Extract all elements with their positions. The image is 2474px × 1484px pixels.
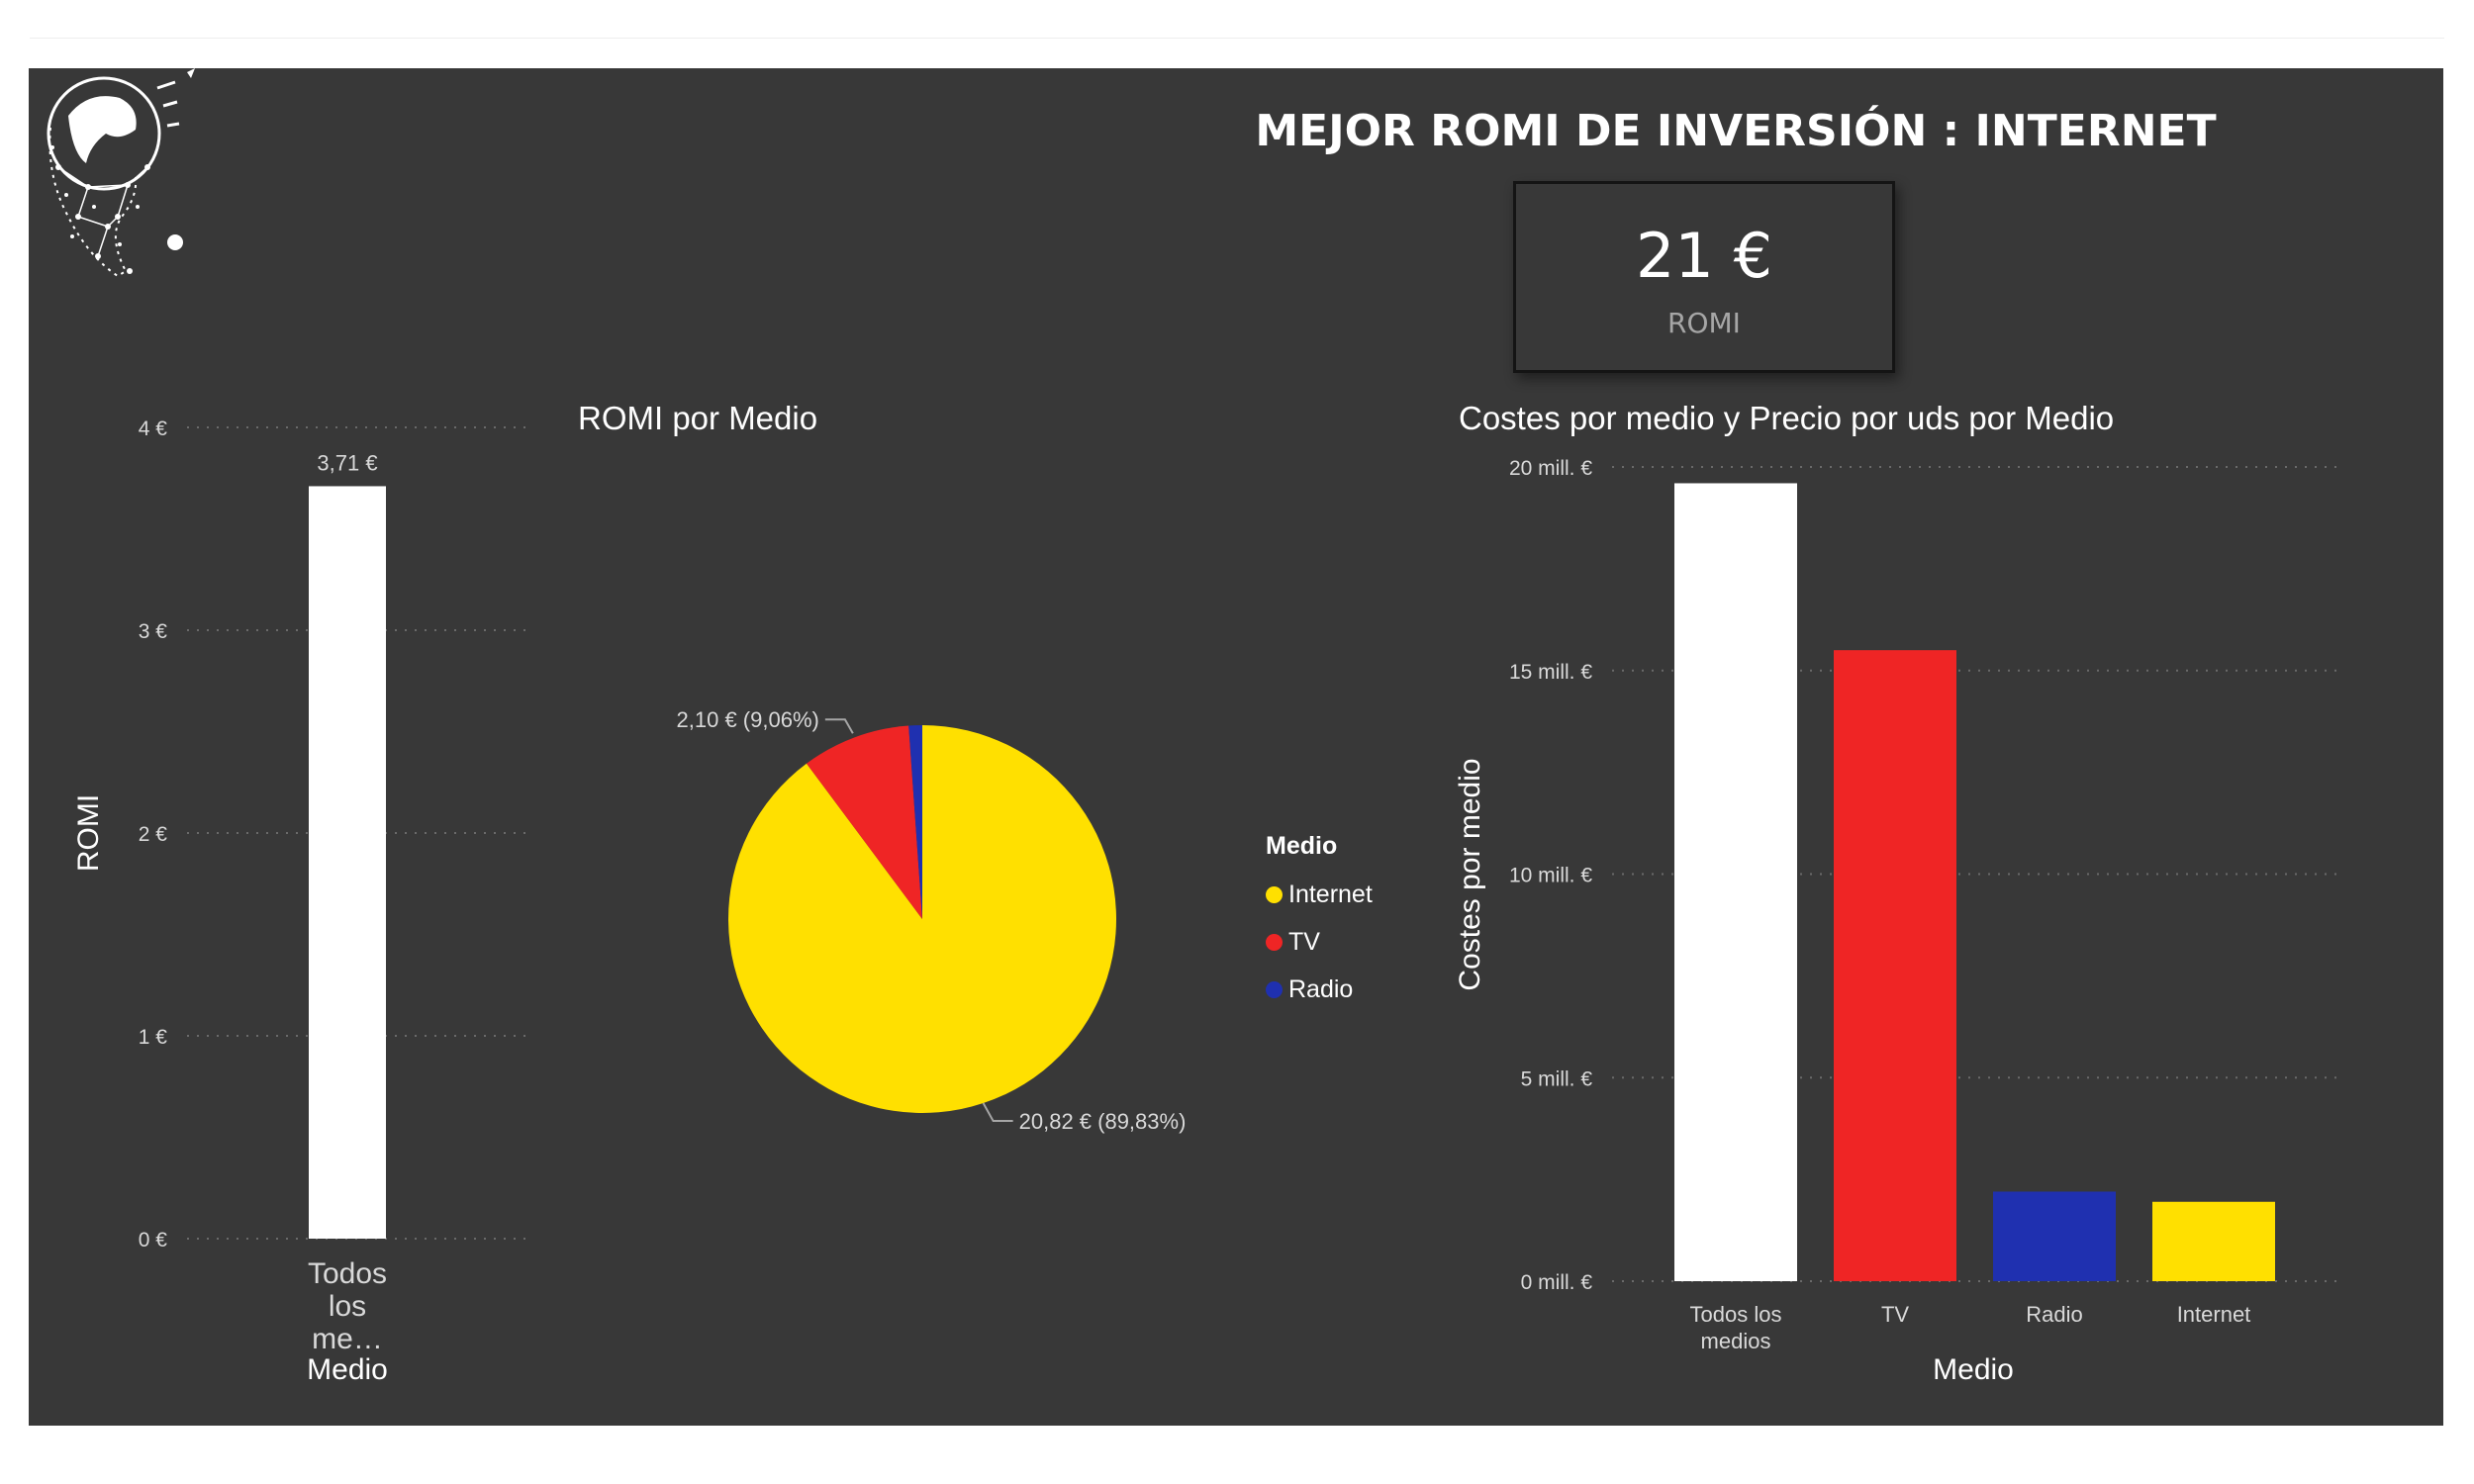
cost-bar [2152,1201,2275,1281]
cost-x-tick-label: Radio [2026,1302,2082,1327]
legend-title: Medio [1266,832,1338,860]
roi-y-tick-label: 1 € [139,1026,168,1049]
legend-dot-internet [1266,885,1283,903]
cost-y-axis-title: Costes por medio [1454,758,1486,990]
page-title: MEJOR ROMI DE INVERSIÓN : INTERNET [1255,106,2217,156]
bar-chart-title: Costes por medio y Precio por uds por Me… [1459,400,2115,436]
cost-y-tick-label: 0 mill. € [1521,1271,1593,1294]
pie-chart-title: ROMI por Medio [578,400,818,436]
legend-dot-radio [1266,980,1283,998]
roi-y-tick-label: 3 € [139,620,168,643]
roi-x-axis-title: Medio [307,1353,388,1386]
pie-legend: Medio Internet TV Radio [1266,832,1373,1013]
top-divider [30,38,2444,39]
legend-dot-tv [1266,933,1283,951]
legend-label-tv: TV [1288,927,1320,956]
cost-y-tick-label: 5 mill. € [1521,1067,1593,1090]
kpi-label: ROMI [1667,307,1741,339]
pie-data-label-internet: 20,82 € (89,83%) [1019,1109,1187,1134]
pie-leader-line-internet [982,1102,1013,1123]
charts-canvas: 0 €1 €2 €3 €4 €3,71 €Todos los me…MedioROM… [72,417,2344,1386]
legend-label-radio: Radio [1288,974,1354,1003]
roi-bar-data-label: 3,71 € [317,450,377,475]
kpi-value: 21 € [1635,220,1773,292]
cost-bar [1834,650,1956,1281]
pie-slice-radio [908,725,922,919]
roi-bar [309,486,386,1239]
legend-item-radio[interactable]: Radio [1266,966,1373,1013]
pie-leader-line-tv [824,718,854,734]
cost-bar [1993,1191,2116,1281]
cost-y-tick-label: 15 mill. € [1509,661,1592,684]
cost-y-tick-label: 10 mill. € [1509,865,1592,887]
cost-y-tick-label: 20 mill. € [1509,457,1592,480]
roi-y-tick-label: 2 € [139,823,168,846]
kpi-card[interactable]: 21 € ROMI [1513,181,1895,373]
pie-slice-tv [806,725,922,919]
roi-y-axis-title: ROMI [72,794,105,872]
globe-network-logo-icon [47,68,195,278]
legend-label-internet: Internet [1288,880,1373,908]
cost-x-tick-label: Todos los medios [1690,1302,1782,1353]
legend-item-tv[interactable]: TV [1266,918,1373,966]
roi-y-tick-label: 4 € [139,417,168,440]
cost-x-tick-label: Internet [2177,1302,2251,1327]
roi-y-tick-label: 0 € [139,1229,168,1252]
cost-x-tick-label: TV [1881,1302,1909,1327]
legend-item-internet[interactable]: Internet [1266,871,1373,918]
dashboard-panel: MEJOR ROMI DE INVERSIÓN : INTERNET 21 € … [29,68,2443,1426]
roi-x-tick-label: Todos los me… [308,1257,387,1355]
pie-data-label-tv: 2,10 € (9,06%) [677,707,819,732]
cost-bar [1674,483,1797,1282]
cost-x-axis-title: Medio [1933,1353,2014,1386]
